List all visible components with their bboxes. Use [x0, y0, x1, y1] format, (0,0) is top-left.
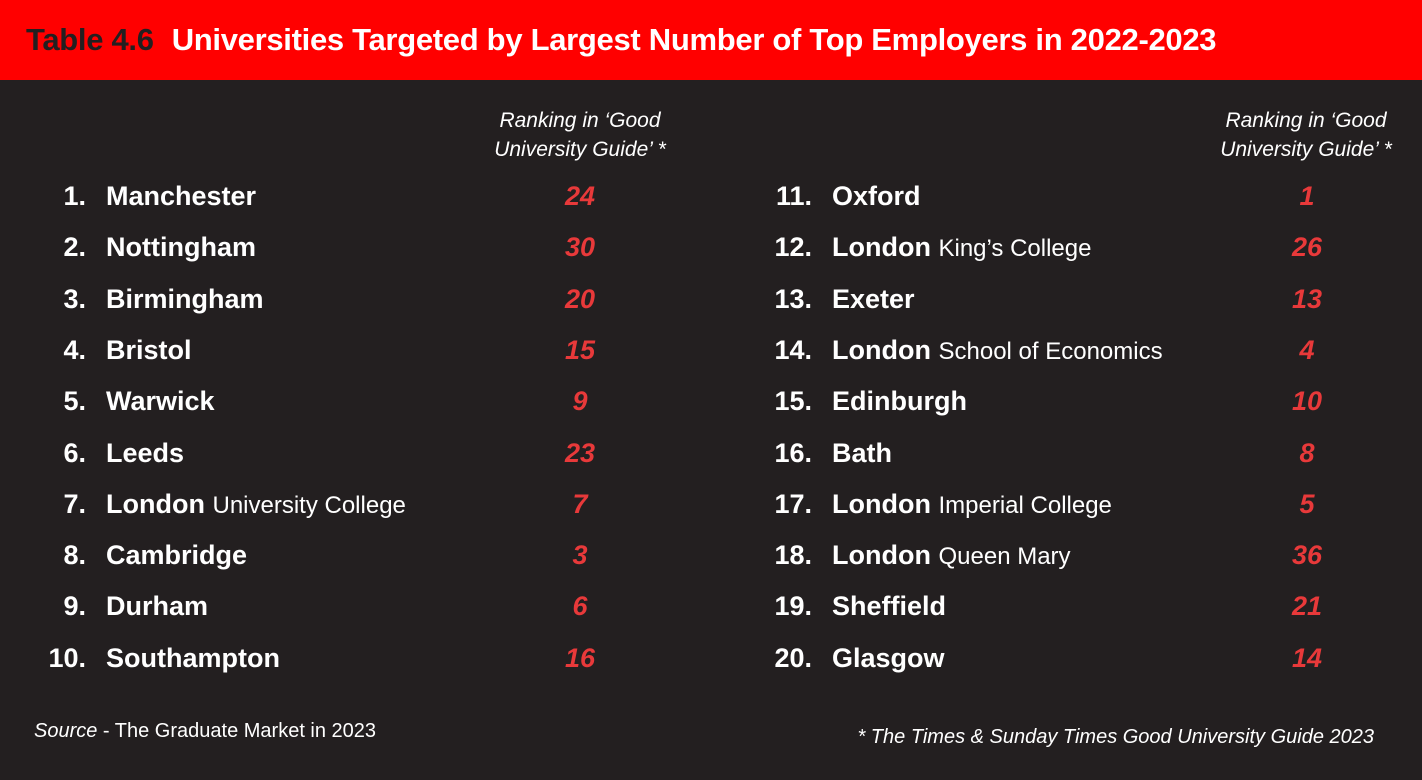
university-main-name: Bristol	[106, 334, 192, 365]
university-name: Oxford	[832, 181, 921, 212]
rank-number: 3.	[63, 283, 86, 314]
guide-ranking: 13	[1291, 283, 1323, 314]
university-main-name: Warwick	[106, 386, 215, 417]
guide-ranking: 36	[1291, 540, 1323, 571]
university-main-name: Birmingham	[106, 283, 264, 314]
footnote: * The Times & Sunday Times Good Universi…	[857, 726, 1374, 748]
column-header-right: Ranking in ‘Good University Guide’ *	[1206, 106, 1406, 164]
guide-ranking: 4	[1299, 334, 1315, 365]
table-title: Universities Targeted by Largest Number …	[171, 22, 1217, 57]
university-name: London School of Economics	[832, 335, 1163, 366]
university-sub-name: Imperial College	[938, 491, 1112, 519]
university-main-name: London	[832, 540, 931, 571]
guide-ranking: 1	[1299, 181, 1315, 211]
column-header-line2: University Guide’ *	[1220, 138, 1392, 161]
rank-number: 14.	[774, 334, 812, 365]
university-name: Bath	[832, 438, 892, 469]
rank-number: 15.	[774, 386, 812, 417]
university-main-name: London	[832, 488, 931, 519]
university-name: Southampton	[106, 643, 280, 674]
rank-number: 13.	[774, 283, 812, 314]
rank-number: 11.	[775, 181, 812, 211]
guide-ranking: 6	[572, 591, 588, 622]
guide-ranking: 10	[1291, 386, 1323, 417]
university-main-name: Manchester	[106, 181, 257, 211]
guide-ranking: 15	[564, 334, 596, 365]
university-name: Manchester	[106, 181, 256, 212]
rank-number: 17.	[774, 488, 812, 519]
university-main-name: Edinburgh	[832, 386, 967, 417]
university-name: Warwick	[106, 386, 215, 417]
guide-ranking: 20	[564, 283, 596, 314]
rank-number: 10.	[48, 642, 86, 673]
source-label: Source	[34, 720, 98, 742]
university-main-name: Glasgow	[832, 642, 945, 673]
guide-ranking: 8	[1299, 437, 1315, 468]
university-sub-name: School of Economics	[938, 337, 1163, 365]
university-main-name: London	[832, 334, 931, 365]
university-main-name: Sheffield	[832, 591, 947, 622]
rank-number: 18.	[774, 540, 812, 571]
rank-number: 7.	[63, 488, 86, 519]
guide-ranking: 9	[572, 386, 588, 417]
university-name: Durham	[106, 591, 208, 622]
guide-ranking: 26	[1291, 232, 1323, 263]
university-sub-name: King’s College	[938, 235, 1092, 263]
rank-number: 16.	[774, 437, 812, 468]
guide-ranking: 30	[564, 232, 596, 263]
university-name: Exeter	[832, 284, 915, 315]
guide-ranking: 3	[572, 540, 588, 571]
guide-ranking: 5	[1299, 488, 1315, 519]
university-name: Birmingham	[106, 284, 264, 315]
rank-number: 12.	[774, 232, 812, 263]
column-header-line1: Ranking in ‘Good	[1225, 109, 1387, 132]
rank-number: 20.	[774, 642, 812, 673]
university-name: Edinburgh	[832, 386, 967, 417]
guide-ranking: 24	[564, 181, 596, 211]
university-name: London Imperial College	[832, 489, 1112, 520]
university-main-name: London	[832, 232, 931, 263]
university-name: Nottingham	[106, 232, 256, 263]
column-header-left: Ranking in ‘Good University Guide’ *	[480, 106, 680, 164]
rank-number: 2.	[63, 232, 86, 263]
university-main-name: Exeter	[832, 283, 915, 314]
column-header-line1: Ranking in ‘Good	[499, 109, 661, 132]
university-main-name: Cambridge	[106, 540, 248, 571]
university-main-name: London	[106, 488, 205, 519]
guide-ranking: 23	[564, 437, 596, 468]
university-main-name: Leeds	[106, 437, 185, 468]
table-header: Table 4.6 Universities Targeted by Large…	[0, 0, 1422, 80]
university-main-name: Durham	[106, 591, 209, 622]
university-main-name: Oxford	[832, 181, 921, 211]
university-main-name: Nottingham	[106, 232, 256, 263]
university-sub-name: Queen Mary	[938, 543, 1071, 571]
university-name: Bristol	[106, 335, 192, 366]
guide-ranking: 14	[1291, 642, 1323, 673]
guide-ranking: 7	[572, 488, 588, 519]
university-name: London King’s College	[832, 232, 1091, 263]
table-number: Table 4.6	[26, 22, 154, 57]
university-name: Cambridge	[106, 540, 247, 571]
rank-number: 5.	[63, 386, 86, 417]
guide-ranking: 16	[564, 642, 596, 673]
column-header-line2: University Guide’ *	[494, 138, 666, 161]
university-name: Glasgow	[832, 643, 945, 674]
source-text: - The Graduate Market in 2023	[97, 720, 377, 742]
university-main-name: Southampton	[106, 642, 280, 673]
rank-number: 6.	[63, 437, 86, 468]
university-name: London Queen Mary	[832, 540, 1071, 571]
university-name: Leeds	[106, 438, 184, 469]
source-note: Source - The Graduate Market in 2023	[34, 720, 376, 743]
rank-number: 19.	[774, 591, 812, 622]
university-name: Sheffield	[832, 591, 946, 622]
university-main-name: Bath	[832, 437, 892, 468]
university-name: London University College	[106, 489, 406, 520]
rank-number: 4.	[63, 334, 86, 365]
guide-ranking: 21	[1291, 591, 1323, 622]
rank-number: 1.	[63, 181, 86, 211]
university-sub-name: University College	[212, 491, 406, 519]
rank-number: 9.	[63, 591, 86, 622]
rank-number: 8.	[63, 540, 86, 571]
